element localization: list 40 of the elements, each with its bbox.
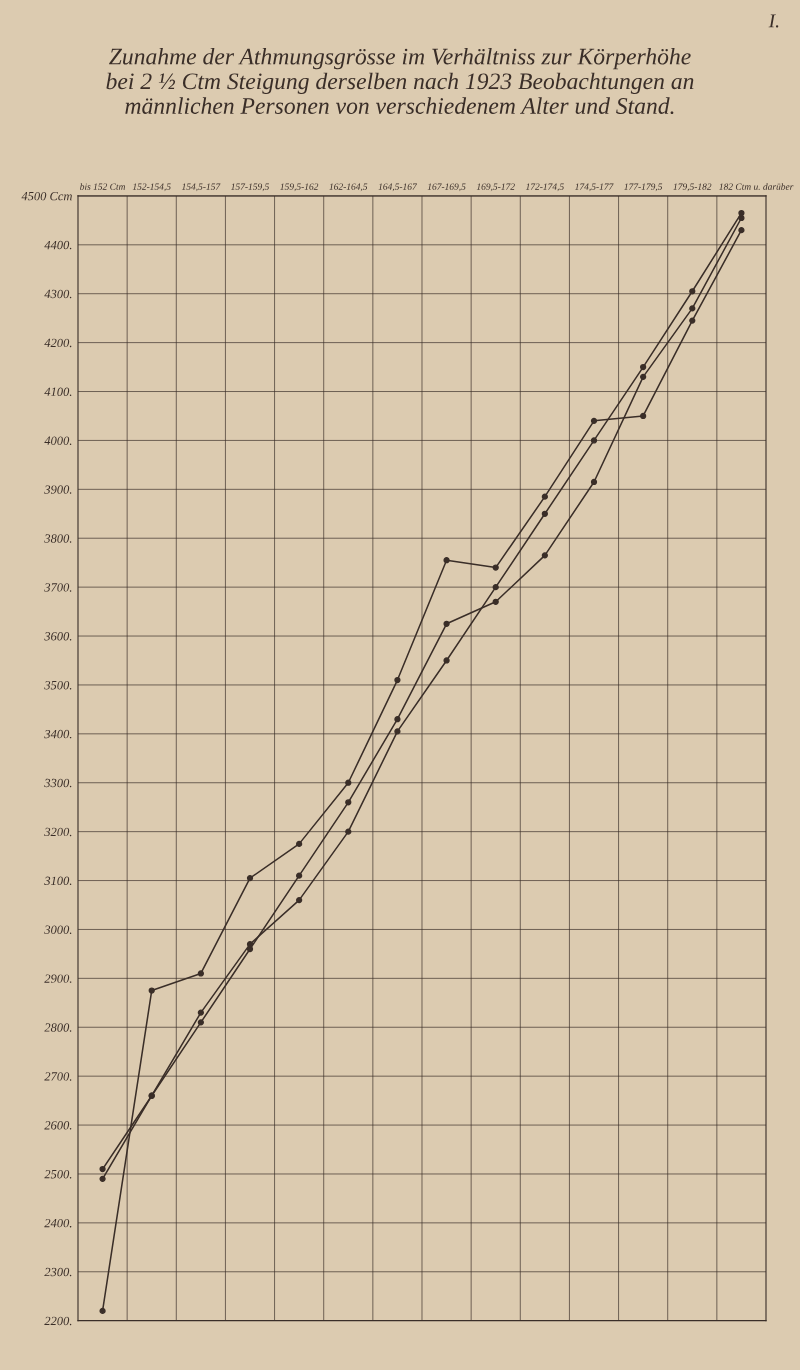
x-tick-label: 164,5-167 xyxy=(378,183,418,192)
text: I. xyxy=(768,14,779,28)
y-tick-label: 2900. xyxy=(44,974,72,983)
y-tick-label: 4500 Ccm xyxy=(21,191,72,201)
y-tick-label: 2300. xyxy=(44,1267,72,1277)
x-tick-label: 182 Ctm u. darüber xyxy=(719,183,794,190)
y-tick-label: 2400. xyxy=(44,1218,72,1228)
y-tick-label: 3900. xyxy=(44,485,72,494)
y-tick-label: 2200. xyxy=(44,1316,72,1326)
y-tick-label: 4100. xyxy=(44,387,72,397)
y-tick-label: 3700. xyxy=(44,583,72,592)
y-tick-label: 3300. xyxy=(44,778,72,788)
x-tick-label: 154,5-157 xyxy=(181,183,221,192)
x-tick-label: 174,5-177 xyxy=(575,183,614,192)
y-tick-label: 2700. xyxy=(44,1072,72,1081)
y-tick-label: 2800. xyxy=(44,1023,72,1032)
y-tick-label: 3100. xyxy=(44,876,72,886)
y-tick-label: 2500. xyxy=(44,1170,72,1179)
x-tick-label: 162-164,5 xyxy=(329,183,368,192)
x-tick-label: 157-159,5 xyxy=(231,183,269,192)
y-tick-label: 4300. xyxy=(44,289,72,299)
y-tick-label: 4000. xyxy=(44,436,72,445)
y-tick-label: 3400. xyxy=(44,729,72,739)
chart-title: Zunahme der Athmungsgrösse im Verhältniss zur Körperhöhe bei 2 ½ Ctm Steigung derselben nach 1923 Beobachtungen an männlichen Personen von verschiedenem Alter und Stand. xyxy=(106,47,694,115)
x-tick-label: 152-154,5 xyxy=(132,183,171,192)
y-tick-label: 3000. xyxy=(44,925,72,934)
x-tick-label: 159,5-162 xyxy=(280,183,319,192)
y-tick-label: 4400. xyxy=(44,240,72,250)
y-tick-label: 2600. xyxy=(44,1121,72,1130)
x-tick-label: 177-179,5 xyxy=(624,183,663,192)
y-tick-label: 3200. xyxy=(44,827,72,837)
y-tick-label: 4200. xyxy=(44,338,72,348)
x-tick-label: 167-169,5 xyxy=(427,183,466,192)
x-tick-label: 169,5-172 xyxy=(476,183,515,192)
x-tick-label: 179,5-182 xyxy=(673,183,712,192)
y-tick-label: 3600. xyxy=(44,632,72,641)
x-tick-label: 172-174,5 xyxy=(525,183,564,192)
y-tick-label: 3500. xyxy=(44,680,72,690)
x-tick-label: bis 152 Ctm xyxy=(80,183,125,190)
y-tick-label: 3800. xyxy=(44,534,72,543)
